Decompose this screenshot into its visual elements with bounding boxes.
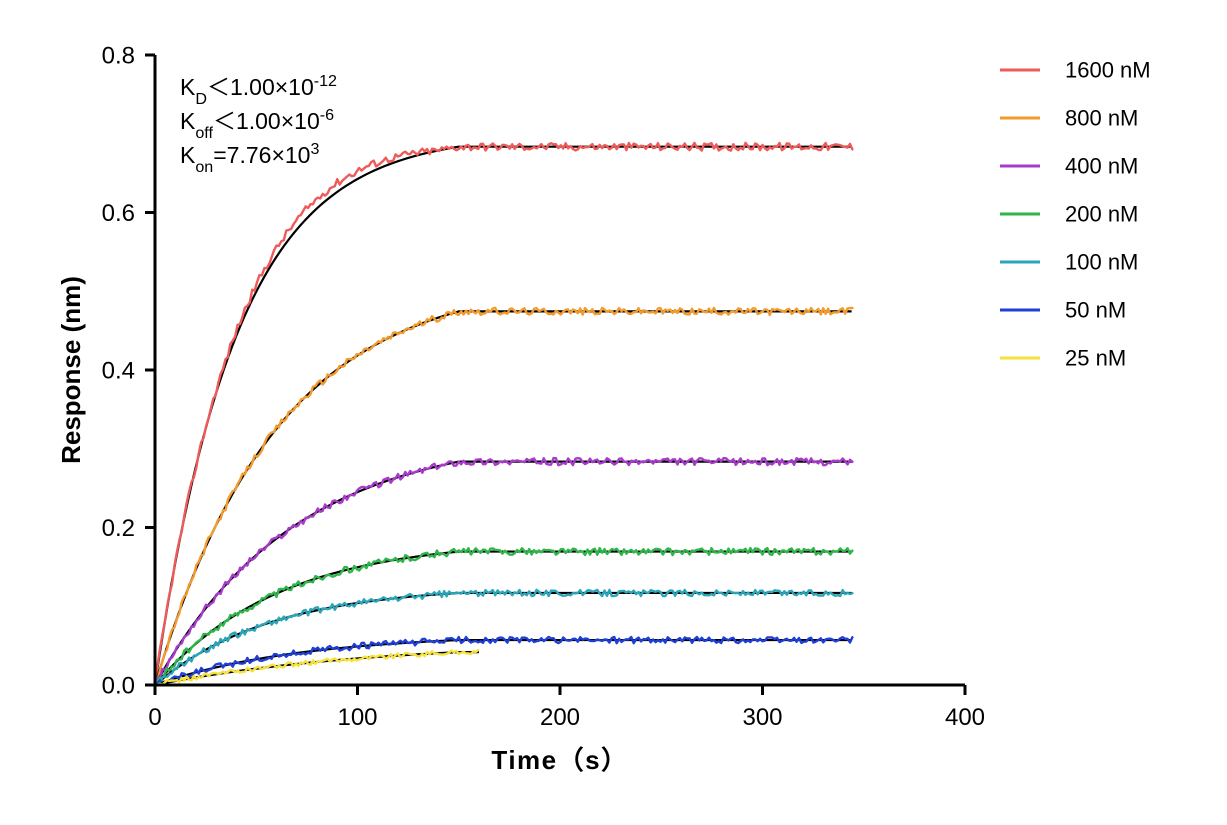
y-tick-label: 0.6	[102, 200, 135, 227]
binding-kinetics-chart: 0 100 200 300 400 0.0 0.2 0.4 0.6 0.8 Time（s） Respo…	[0, 0, 1227, 825]
legend-label: 200 nM	[1065, 202, 1138, 227]
legend-label: 25 nM	[1065, 346, 1126, 371]
y-axis-label: Response (nm)	[56, 276, 86, 464]
legend-label: 100 nM	[1065, 250, 1138, 275]
x-tick-label: 300	[742, 704, 782, 731]
x-tick-label: 400	[945, 704, 985, 731]
legend-label: 800 nM	[1065, 106, 1138, 131]
y-tick-label: 0.2	[102, 515, 135, 542]
y-tick-label: 0.0	[102, 672, 135, 699]
x-tick-label: 200	[540, 704, 580, 731]
chart-svg: 0 100 200 300 400 0.0 0.2 0.4 0.6 0.8 Time（s） Respo…	[0, 0, 1227, 825]
x-tick-label: 0	[148, 704, 161, 731]
x-tick-label: 100	[337, 704, 377, 731]
y-tick-label: 0.8	[102, 42, 135, 69]
legend-label: 50 nM	[1065, 298, 1126, 323]
y-tick-label: 0.4	[102, 357, 135, 384]
legend-label: 400 nM	[1065, 154, 1138, 179]
legend-label: 1600 nM	[1065, 58, 1151, 83]
x-axis-label: Time（s）	[491, 745, 628, 775]
